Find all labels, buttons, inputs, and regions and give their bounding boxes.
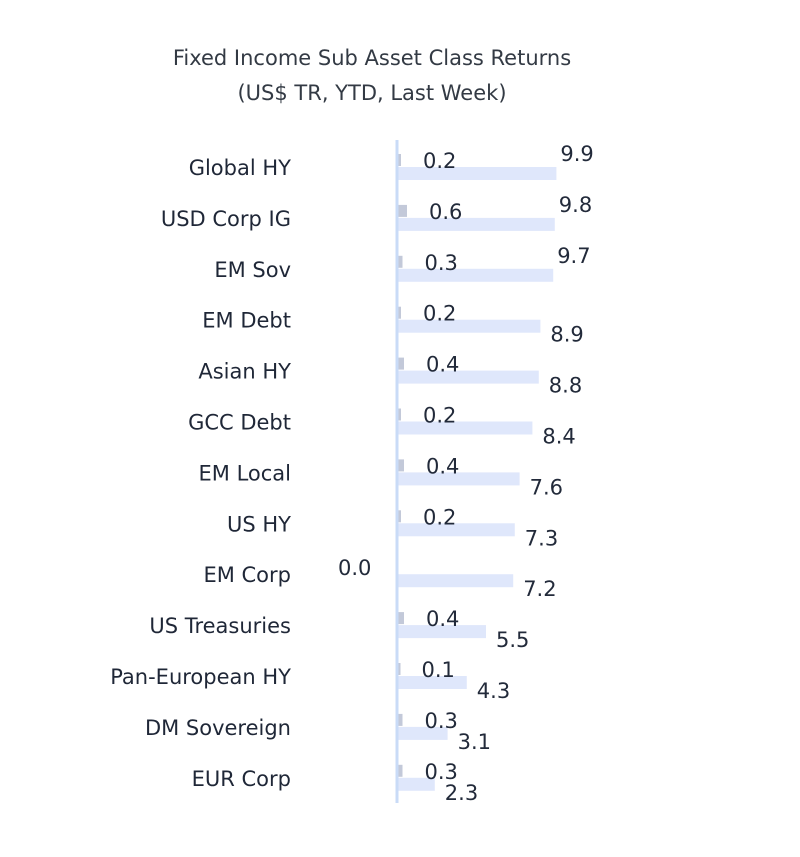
last-week-bar bbox=[398, 764, 403, 777]
category-label: EM Corp bbox=[203, 563, 291, 587]
last-week-value-label: 0.3 bbox=[425, 709, 458, 733]
category-label: EM Debt bbox=[202, 309, 291, 333]
ytd-bar bbox=[398, 625, 486, 639]
last-week-bar bbox=[398, 612, 404, 625]
last-week-bar bbox=[398, 204, 407, 217]
last-week-value-label: 0.2 bbox=[423, 505, 456, 529]
last-week-bar bbox=[398, 408, 401, 421]
ytd-value-label: 9.7 bbox=[557, 244, 590, 268]
ytd-bar bbox=[398, 777, 435, 791]
ytd-bar bbox=[398, 726, 448, 740]
last-week-value-label: 0.2 bbox=[423, 302, 456, 326]
category-label: GCC Debt bbox=[188, 411, 291, 435]
category-label: Pan-European HY bbox=[110, 665, 291, 689]
ytd-bar bbox=[398, 676, 467, 689]
category-label: US Treasuries bbox=[149, 614, 291, 638]
ytd-bar bbox=[398, 217, 555, 231]
category-label: Asian HY bbox=[198, 360, 291, 384]
last-week-bar bbox=[398, 663, 401, 675]
ytd-value-label: 7.2 bbox=[523, 577, 556, 601]
category-label: EUR Corp bbox=[192, 767, 291, 791]
last-week-value-label: 0.4 bbox=[426, 454, 459, 478]
last-week-value-label: 0.2 bbox=[423, 149, 456, 173]
ytd-bar bbox=[398, 167, 557, 180]
last-week-bar bbox=[398, 154, 401, 166]
category-label: US HY bbox=[227, 512, 291, 536]
last-week-value-label: 0.4 bbox=[426, 607, 459, 631]
category-label: Global HY bbox=[189, 156, 291, 180]
last-week-value-label: 0.3 bbox=[425, 251, 458, 275]
category-label: DM Sovereign bbox=[145, 716, 291, 740]
ytd-value-label: 2.3 bbox=[445, 781, 478, 805]
last-week-bar bbox=[398, 255, 403, 268]
ytd-value-label: 3.1 bbox=[458, 730, 491, 754]
ytd-bar bbox=[398, 319, 541, 333]
last-week-value-label: 0.6 bbox=[429, 200, 462, 224]
ytd-value-label: 8.8 bbox=[549, 374, 582, 398]
ytd-value-label: 5.5 bbox=[496, 628, 529, 652]
ytd-bar bbox=[398, 574, 514, 588]
last-week-bar bbox=[398, 510, 401, 523]
chart-title: Fixed Income Sub Asset Class Returns bbox=[173, 46, 571, 70]
ytd-value-label: 8.4 bbox=[542, 425, 575, 449]
ytd-bar bbox=[398, 472, 520, 486]
last-week-value-label: 0.4 bbox=[426, 353, 459, 377]
chart-subtitle: (US$ TR, YTD, Last Week) bbox=[237, 81, 506, 105]
last-week-value-label: 0.0 bbox=[338, 556, 371, 580]
ytd-value-label: 8.9 bbox=[550, 323, 583, 347]
category-label: EM Sov bbox=[214, 258, 291, 282]
ytd-bar bbox=[398, 268, 554, 282]
ytd-value-label: 4.3 bbox=[477, 679, 510, 703]
ytd-value-label: 7.3 bbox=[525, 526, 558, 550]
category-label: USD Corp IG bbox=[161, 207, 291, 231]
last-week-value-label: 0.2 bbox=[423, 404, 456, 428]
ytd-bar bbox=[398, 421, 533, 435]
ytd-value-label: 7.6 bbox=[530, 475, 563, 499]
last-week-bar bbox=[398, 459, 404, 472]
ytd-bar bbox=[398, 523, 515, 537]
ytd-value-label: 9.8 bbox=[559, 193, 592, 217]
last-week-value-label: 0.1 bbox=[422, 658, 455, 682]
last-week-value-label: 0.3 bbox=[425, 760, 458, 784]
ytd-value-label: 9.9 bbox=[560, 142, 593, 166]
category-label: EM Local bbox=[199, 461, 292, 485]
last-week-bar bbox=[398, 306, 401, 319]
last-week-bar bbox=[398, 357, 404, 370]
ytd-bar bbox=[398, 370, 539, 384]
last-week-bar bbox=[398, 713, 403, 726]
